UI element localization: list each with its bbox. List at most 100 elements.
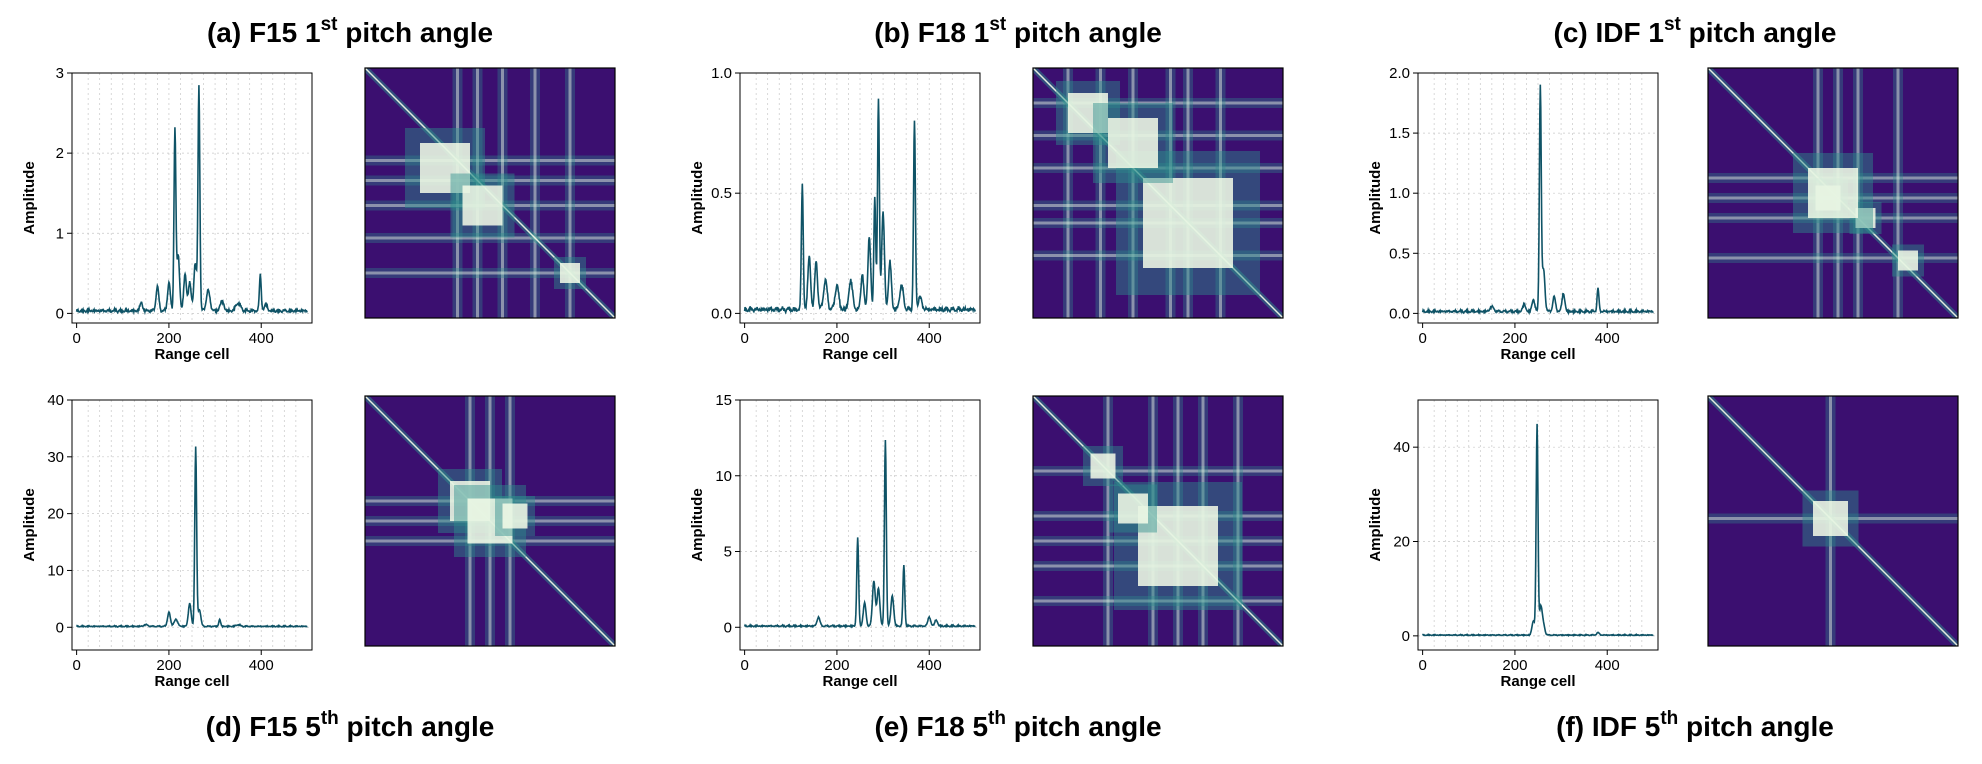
matrix-content [365,396,615,646]
matrix-frame [1032,67,1284,319]
axes-frame-a [71,72,313,324]
matrix-frame [1032,395,1284,647]
matrix-heatmap-b [1032,67,1284,319]
matrix-content [365,68,615,318]
matrix-col-band [565,68,575,318]
y-tick-label: 0 [56,305,64,322]
matrix-row-band [365,175,615,186]
matrix-col-line [1236,396,1240,646]
matrix-hot-core [1068,93,1108,133]
y-tick-label: 5 [724,544,732,561]
signal-line-b [743,98,977,315]
matrix-col-band [1063,68,1073,318]
matrix-heatmap-d [364,395,616,647]
panel-title-b: (b) F18 1st pitch angle [874,14,1162,48]
y-tick-label: 0.5 [711,185,732,202]
axes-frame-d [71,399,313,651]
y-tick-label: 40 [1393,439,1410,456]
y-tick-label: 0.5 [1389,245,1410,262]
panel-title-c: (c) IDF 1st pitch angle [1554,14,1837,48]
x-tick-label: 0 [1418,657,1426,674]
signal-line-a [75,85,308,316]
y-tick-label: 10 [715,468,732,485]
matrix-col-band [1128,68,1138,318]
x-tick-label: 400 [249,330,274,347]
matrix-row-line [365,179,615,182]
x-tick-label: 200 [1502,657,1527,674]
y-tick-label: 0.0 [1389,305,1410,322]
panel-f: (f) IDF 5th pitch angle 0 200 400 0 20 40 Range… [1367,395,1959,742]
matrix-col-band [1103,396,1113,646]
x-tick-label: 200 [156,657,181,674]
matrix-col-band [1233,396,1243,646]
y-axis-label-d: Amplitude [21,488,38,561]
axes-frame-e [739,399,981,651]
matrix-col-line [1099,68,1102,318]
matrix-row-band [1033,466,1283,476]
y-tick-label: 1.5 [1389,125,1410,142]
matrix-col-line [533,68,537,318]
matrix-row-line [1033,469,1283,473]
title-main: (d) F15 5 [206,711,321,742]
matrix-frame [364,67,616,319]
x-axis-label-a: Range cell [154,346,229,363]
y-tick-label: 0 [724,619,732,636]
y-tick-label: 2.0 [1389,65,1410,82]
matrix-hot-core [1898,250,1918,271]
matrix-content [1033,396,1283,646]
title-superscript: st [1664,14,1682,35]
title-superscript: st [989,14,1007,35]
matrix-row-line [1033,599,1283,603]
matrix-row-line [365,159,615,162]
panel-title-f: (f) IDF 5th pitch angle [1556,708,1834,742]
matrix-row-line [1033,101,1283,105]
x-tick-label: 400 [917,330,942,347]
matrix-col-line [1896,68,1900,318]
matrix-row-band [1708,253,1958,263]
x-tick-label: 400 [1595,657,1620,674]
matrix-col-line [568,68,572,318]
panel-d: (d) F15 5th pitch angle 0 200 400 0 10 20 30 40 R… [21,392,616,742]
matrix-heatmap-e [1032,395,1284,647]
matrix-row-line [1708,256,1958,260]
x-axis-label-d: Range cell [154,673,229,690]
x-axis-label-c: Range cell [1500,346,1575,363]
title-main: (f) IDF 5 [1556,711,1660,742]
title-main: (e) F18 5 [874,711,988,742]
matrix-col-band [1893,68,1903,318]
y-tick-label: 1 [56,225,64,242]
title-tail: pitch angle [1678,711,1834,742]
matrix-content [1033,68,1283,318]
matrix-col-line [1106,396,1110,646]
x-tick-label: 400 [249,657,274,674]
panel-title-e: (e) F18 5th pitch angle [874,708,1161,742]
title-superscript: th [988,708,1006,729]
x-tick-label: 0 [740,330,748,347]
y-tick-label: 40 [47,392,64,409]
matrix-hot-core [1143,178,1233,268]
x-axis-label-f: Range cell [1500,673,1575,690]
title-main: (a) F15 1 [207,17,321,48]
x-tick-label: 200 [156,330,181,347]
panel-b: (b) F18 1st pitch angle 0 200 400 0.0 0.5 1.0 R… [689,14,1284,363]
y-axis-label-b: Amplitude [689,161,706,234]
x-tick-label: 400 [1595,330,1620,347]
axes-frame-c [1417,72,1659,324]
y-tick-label: 30 [47,449,64,466]
title-main: (c) IDF 1 [1554,17,1664,48]
y-tick-label: 0.0 [711,305,732,322]
y-tick-label: 2 [56,145,64,162]
x-tick-label: 400 [917,657,942,674]
matrix-hot-core [1813,501,1848,536]
panel-e: (e) F18 5th pitch angle 0 200 400 0 5 10 15 Rang… [689,392,1284,742]
x-tick-label: 0 [740,657,748,674]
matrix-col-band [1095,68,1106,318]
y-tick-label: 0 [1402,628,1410,645]
title-tail: pitch angle [1006,711,1162,742]
y-axis-label-c: Amplitude [1367,161,1384,234]
matrix-row-band [365,268,615,278]
axes-frame-b [739,72,981,324]
y-axis-label-a: Amplitude [21,161,38,234]
signal-line-e [743,439,976,629]
matrix-col-line [1066,68,1070,318]
